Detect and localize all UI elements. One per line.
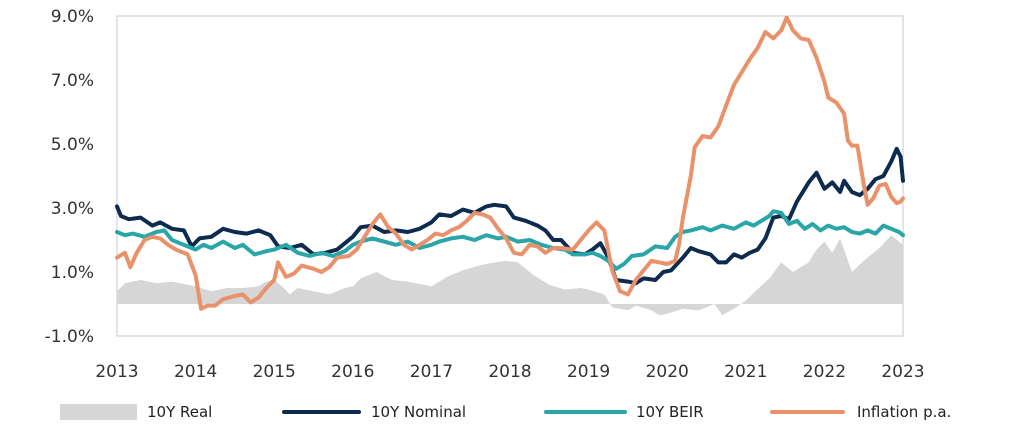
y-tick-label: -1.0% — [45, 327, 94, 347]
series-area-10y-real — [117, 235, 903, 316]
series-line-10y-nominal — [115, 146, 905, 286]
x-tick-label: 2016 — [331, 362, 374, 382]
x-tick-label: 2023 — [881, 362, 924, 382]
x-tick-label: 2017 — [410, 362, 453, 382]
x-tick-label: 2019 — [567, 362, 610, 382]
x-tick-label: 2014 — [174, 362, 217, 382]
area-layer — [117, 235, 903, 316]
line-layer — [115, 15, 905, 311]
legend-label-inflation-p-a: Inflation p.a. — [857, 403, 951, 421]
legend-label-10y-beir: 10Y BEIR — [636, 403, 704, 421]
legend-swatch-10y-real — [60, 404, 137, 420]
legend-label-10y-nominal: 10Y Nominal — [371, 403, 466, 421]
x-axis-ticks: 2013 2014 2015 2016 2017 2018 2019 2020 2021 2022… — [95, 362, 924, 382]
x-tick-label: 2020 — [646, 362, 689, 382]
legend: 10Y Real 10Y Nominal 10Y BEIR Inflation p.a… — [60, 403, 951, 421]
y-tick-label: 5.0% — [51, 135, 94, 155]
legend-label-10y-real: 10Y Real — [147, 403, 212, 421]
y-tick-label: 7.0% — [51, 71, 94, 91]
x-tick-label: 2021 — [724, 362, 767, 382]
x-tick-label: 2022 — [803, 362, 846, 382]
y-axis-ticks: 9.0% 7.0% 5.0% 3.0% 1.0% -1.0% — [45, 7, 94, 347]
x-tick-label: 2013 — [95, 362, 138, 382]
y-tick-label: 1.0% — [51, 263, 94, 283]
x-tick-label: 2018 — [488, 362, 531, 382]
y-tick-label: 3.0% — [51, 199, 94, 219]
y-tick-label: 9.0% — [51, 7, 94, 27]
series-line-inflation-p-a — [115, 15, 905, 311]
series-line-10y-beir — [115, 209, 905, 271]
x-tick-label: 2015 — [253, 362, 296, 382]
